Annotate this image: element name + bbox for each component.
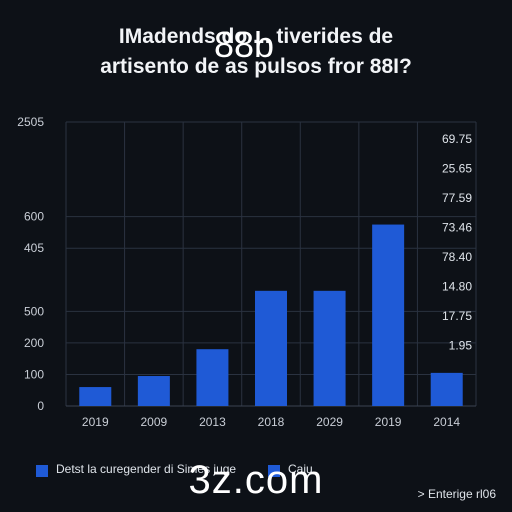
right-value-label: 69.75 — [442, 132, 472, 146]
overlay-text: 88b — [214, 24, 275, 65]
right-value-label: 1.95 — [449, 339, 473, 353]
x-tick-label: 2018 — [258, 415, 285, 429]
x-tick-label: 2013 — [199, 415, 226, 429]
bar — [79, 387, 112, 406]
y-tick-label: 500 — [24, 304, 44, 318]
watermark: 3z.com — [188, 458, 324, 502]
right-value-label: 17.75 — [442, 309, 472, 323]
y-tick-label: 200 — [24, 336, 44, 350]
right-value-label: 73.46 — [442, 221, 472, 235]
legend-item-2: Caiu — [268, 463, 313, 477]
y-tick-label: 2505 — [17, 115, 44, 129]
bar — [372, 224, 405, 406]
legend-swatch-2 — [268, 465, 280, 477]
bar — [255, 290, 287, 406]
legend-label-2: Caiu — [288, 462, 313, 476]
bar — [430, 372, 463, 406]
chart-title-line-1: IMadends do ... tiverides de — [118, 25, 394, 48]
legend-label-1: Detst la curegender di Simes juge — [56, 462, 237, 476]
bar — [137, 376, 170, 406]
right-value-label: 77.59 — [442, 191, 472, 205]
y-tick-label: 600 — [24, 210, 44, 224]
y-tick-label: 100 — [24, 367, 44, 381]
chart-title: IMadends do ... tiverides de artisento d… — [0, 22, 512, 82]
bar — [196, 349, 229, 406]
legend-swatch-1 — [36, 465, 48, 477]
bar — [313, 290, 346, 406]
x-tick-label: 2014 — [433, 415, 460, 429]
right-value-label: 25.65 — [442, 162, 472, 176]
footer-note: > Enterige rl06 — [417, 487, 496, 501]
right-value-label: 78.40 — [442, 250, 472, 264]
y-tick-label: 0 — [37, 399, 44, 413]
chart-title-line-2: artisento de as pulsos fror 88I? — [100, 55, 412, 78]
x-tick-label: 2019 — [375, 415, 402, 429]
legend-item-1: Detst la curegender di Simes juge — [36, 463, 236, 477]
y-tick-label: 405 — [24, 241, 44, 255]
right-value-label: 14.80 — [442, 280, 472, 294]
x-tick-label: 2029 — [316, 415, 343, 429]
x-tick-label: 2009 — [141, 415, 168, 429]
x-tick-label: 2019 — [82, 415, 109, 429]
